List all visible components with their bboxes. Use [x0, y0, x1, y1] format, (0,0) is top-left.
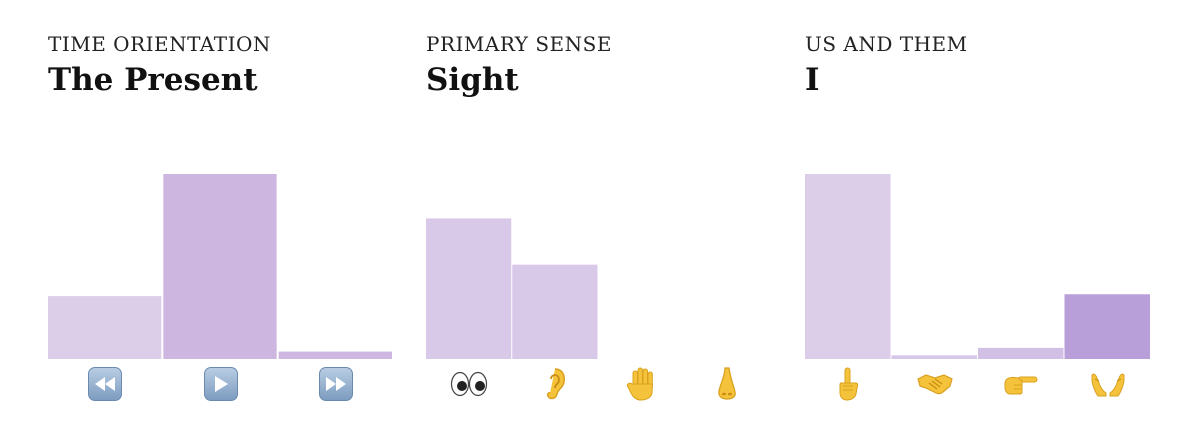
panel-title: I [805, 62, 820, 98]
icon-cell-you [978, 362, 1064, 406]
icon-cell-future [279, 362, 392, 406]
fast-forward-button-icon [318, 367, 353, 401]
category-icon-row [426, 362, 770, 406]
handshake-icon [916, 374, 953, 395]
icon-cell-hearing [512, 362, 597, 406]
bar-you [978, 347, 1064, 359]
panel-us-and-them: US AND THEM I [805, 0, 1150, 424]
icon-cell-they [1065, 362, 1150, 406]
panel-kicker: US AND THEM [805, 32, 968, 56]
icon-cell-we [892, 362, 977, 406]
eyes-icon [450, 371, 487, 397]
bar-chart-time-orientation [48, 174, 392, 359]
bar-i [805, 174, 891, 359]
backhand-index-pointing-right-icon [1004, 376, 1038, 395]
icon-cell-i [805, 362, 891, 406]
panel-kicker: TIME ORIENTATION [48, 32, 271, 56]
bar-past [48, 296, 162, 359]
bar-chart-primary-sense [426, 218, 598, 359]
category-icon-row [48, 362, 392, 406]
panel-title: Sight [426, 62, 519, 98]
icon-cell-sight [426, 362, 511, 406]
icon-cell-touch [598, 362, 683, 406]
category-icon-row [805, 362, 1150, 406]
ear-icon [546, 368, 565, 400]
icon-cell-smell [684, 362, 770, 406]
bar-they [1064, 294, 1150, 359]
icon-cell-past [48, 362, 162, 406]
panel-time-orientation: TIME ORIENTATION The Present [48, 0, 392, 424]
bar-sight [426, 218, 512, 359]
panel-kicker: PRIMARY SENSE [426, 32, 612, 56]
play-button-icon [203, 367, 238, 401]
bar-hearing [512, 264, 598, 359]
rewind-button-icon [88, 367, 122, 401]
open-hands-icon [1091, 373, 1124, 397]
bar-chart-us-and-them [805, 174, 1150, 359]
panel-primary-sense: PRIMARY SENSE Sight [426, 0, 770, 424]
bar-future [278, 351, 392, 359]
icon-cell-present [164, 362, 277, 406]
nose-icon [718, 367, 736, 400]
raised-hand-icon [626, 367, 653, 401]
index-pointing-up-icon [839, 367, 859, 401]
bar-we [891, 355, 977, 359]
bar-present [163, 174, 277, 359]
panel-title: The Present [48, 62, 258, 98]
